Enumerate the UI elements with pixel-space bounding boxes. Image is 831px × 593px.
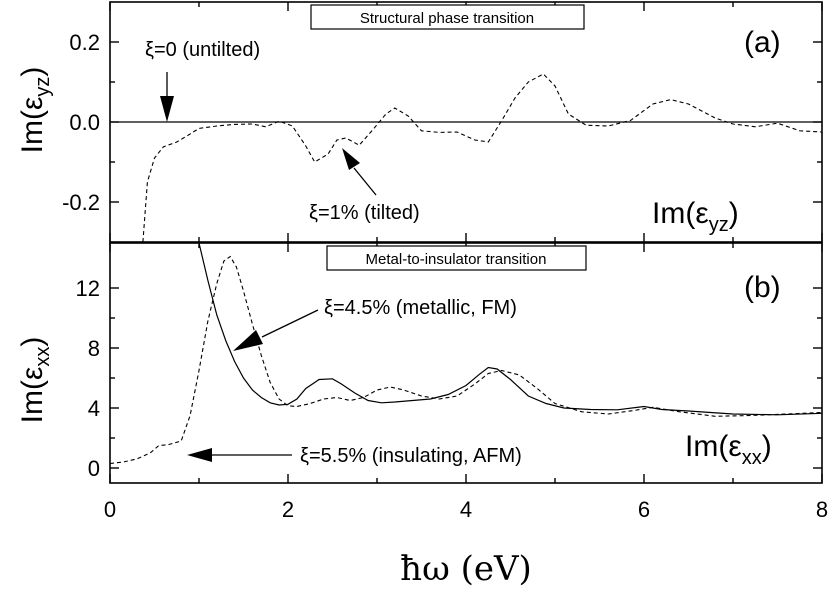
panel-b-y-ticks: 0 4 8 12 xyxy=(76,276,822,481)
panel-b-y-axis-label: Im(εxx) xyxy=(16,337,54,424)
panel-a-y-ticks: -0.2 0.0 0.2 xyxy=(62,30,822,215)
y-tick-label: -0.2 xyxy=(62,190,100,215)
annotation-tilted: ξ=1% (tilted) xyxy=(309,202,420,224)
annotation-metallic: ξ=4.5% (metallic, FM) xyxy=(324,297,517,319)
panel-a-x-ticks xyxy=(109,2,823,242)
panel-a-title: Structural phase transition xyxy=(360,10,534,27)
x-tick-label: 0 xyxy=(104,497,116,522)
panel-a-y-axis-label: Im(εyz) xyxy=(16,67,54,154)
x-tick-label: 4 xyxy=(460,497,472,522)
annotation-untilted: ξ=0 (untilted) xyxy=(145,39,260,61)
panel-b-x-ticks: 0 2 4 6 8 xyxy=(104,243,828,522)
x-axis-label: ħω (eV) xyxy=(400,549,532,589)
arrow-tilted-head xyxy=(342,148,360,170)
panel-a-quantity-label: Im(εyz) xyxy=(652,197,739,236)
panel-b-metallic-curve xyxy=(198,242,823,416)
panel-a-title-box xyxy=(310,4,585,30)
panel-b-insulating-curve xyxy=(109,255,823,465)
panel-a: -0.2 0.0 0.2 Im(εyz) Structural phase tran… xyxy=(16,1,823,243)
y-tick-label: 0 xyxy=(88,456,100,481)
y-tick-label: 0.2 xyxy=(69,30,100,55)
annotation-insulating: ξ=5.5% (insulating, AFM) xyxy=(300,445,522,467)
y-tick-label: 4 xyxy=(88,396,100,421)
panel-b-tag: (b) xyxy=(744,271,781,304)
y-tick-label: 8 xyxy=(88,336,100,361)
y-tick-label: 0.0 xyxy=(69,110,100,135)
arrow-metallic-shaft xyxy=(261,309,319,338)
arrow-tilted-shaft xyxy=(353,167,377,196)
panel-a-tag: (a) xyxy=(744,26,781,59)
panel-b-title: Metal-to-insulator transition xyxy=(366,251,547,268)
panel-b-quantity-label: Im(εxx) xyxy=(685,430,772,469)
x-tick-label: 2 xyxy=(282,497,294,522)
arrow-insulating-head xyxy=(187,448,212,462)
arrow-metallic-head xyxy=(233,330,263,351)
x-tick-label: 6 xyxy=(638,497,650,522)
arrow-untilted-head xyxy=(160,96,174,122)
panel-b-title-box xyxy=(326,245,587,271)
x-tick-label: 8 xyxy=(816,497,828,522)
y-tick-label: 12 xyxy=(76,276,100,301)
panel-a-dashed-curve xyxy=(142,73,823,243)
panel-b: 0 4 8 12 0 2 4 6 8 Im(εxx) Metal-to-insulator t… xyxy=(16,242,828,522)
